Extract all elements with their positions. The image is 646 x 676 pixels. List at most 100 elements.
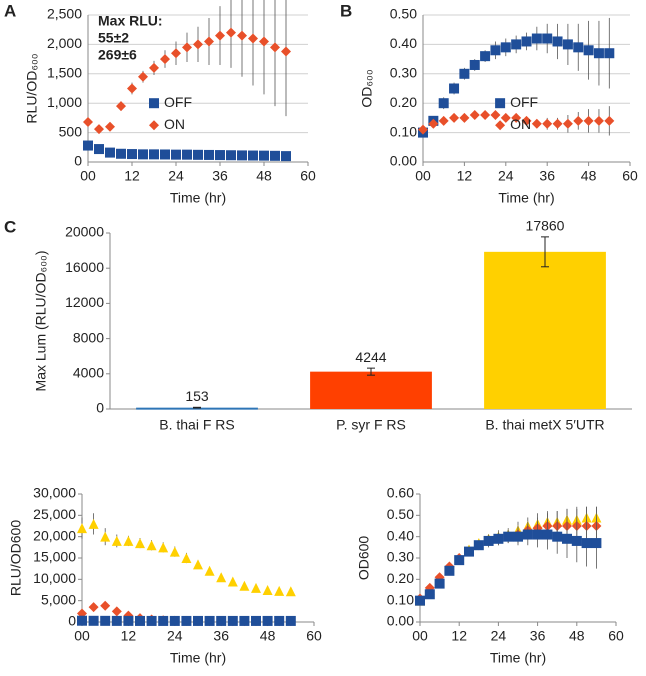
marker [274, 615, 285, 626]
marker [469, 109, 480, 120]
y-tick-label: 500 [59, 123, 83, 139]
marker [583, 115, 594, 126]
x-tick-label: 24 [498, 168, 514, 184]
marker [511, 39, 522, 50]
x-tick-label: 24 [168, 168, 184, 184]
y-tick-label: 0.30 [390, 65, 417, 81]
marker [248, 150, 258, 161]
x-tick-label: 12 [121, 628, 137, 644]
marker [111, 615, 122, 626]
marker [146, 615, 157, 626]
y-tick-label: 1,500 [47, 65, 82, 81]
legend-label: ON [510, 116, 531, 132]
marker [571, 535, 582, 546]
annotation: 269±6 [98, 47, 137, 63]
marker [204, 149, 214, 160]
x-tick-label: 00 [412, 628, 428, 644]
marker [459, 68, 470, 79]
marker [285, 615, 296, 626]
marker [216, 572, 227, 583]
marker [123, 535, 134, 546]
data-label: 17860 [526, 218, 565, 234]
marker [513, 531, 523, 542]
x-tick-label: 36 [539, 168, 555, 184]
x-tick-label: 60 [622, 168, 638, 184]
marker [581, 538, 592, 549]
marker [522, 529, 533, 540]
marker [562, 533, 572, 544]
x-tick-label: 24 [167, 628, 183, 644]
x-tick-label: 00 [415, 168, 431, 184]
marker [239, 580, 250, 591]
marker [593, 115, 604, 126]
annotation: 55±2 [98, 30, 129, 46]
y-axis-title: OD₆₀₀ [359, 69, 375, 107]
marker [251, 615, 261, 626]
marker [169, 615, 180, 626]
marker [88, 615, 99, 626]
marker [149, 62, 159, 73]
marker [542, 33, 553, 44]
marker [227, 615, 238, 626]
marker [459, 112, 470, 123]
marker [444, 565, 455, 576]
x-axis-title: Time (hr) [170, 650, 226, 666]
marker [552, 36, 563, 47]
marker [83, 140, 93, 151]
y-tick-label: 25,000 [33, 506, 76, 522]
marker [552, 118, 563, 129]
x-tick-label: 12 [457, 168, 473, 184]
marker [171, 149, 181, 160]
y-tick-label: 20,000 [33, 527, 76, 543]
y-tick-label: 0.60 [387, 485, 414, 501]
x-tick-label: B. thai F RS [159, 417, 234, 433]
marker [149, 149, 159, 160]
marker [193, 39, 203, 50]
marker [424, 589, 435, 600]
y-tick-label: 0.00 [390, 153, 417, 169]
marker [281, 46, 291, 57]
marker [77, 615, 87, 626]
marker [473, 540, 484, 551]
marker [94, 144, 104, 155]
marker [593, 48, 604, 59]
marker [100, 615, 111, 626]
marker [480, 51, 491, 62]
marker [111, 535, 122, 546]
marker [100, 531, 111, 542]
marker [226, 150, 236, 161]
marker [116, 101, 126, 112]
marker [138, 71, 148, 82]
marker [127, 149, 137, 160]
marker [552, 531, 563, 542]
marker [237, 30, 247, 41]
marker [193, 559, 203, 570]
marker [146, 540, 157, 551]
legend-marker [495, 98, 506, 109]
marker [158, 542, 169, 553]
marker [591, 538, 602, 549]
marker [160, 149, 170, 160]
panel-label: A [4, 1, 16, 20]
marker [418, 124, 428, 135]
panel-label: B [340, 1, 352, 20]
marker [542, 118, 553, 129]
x-tick-label: 24 [491, 628, 507, 644]
marker [116, 148, 126, 159]
legend-marker [149, 120, 159, 131]
marker [215, 150, 225, 161]
marker [259, 150, 269, 161]
marker [464, 546, 474, 557]
y-tick-label: 0.10 [387, 591, 414, 607]
marker [239, 615, 250, 626]
y-tick-label: 0.20 [387, 570, 414, 586]
marker [493, 533, 504, 544]
marker [521, 115, 532, 126]
x-tick-label: 36 [212, 168, 228, 184]
marker [438, 115, 449, 126]
x-tick-label: 48 [581, 168, 597, 184]
marker [226, 27, 236, 38]
marker [532, 529, 543, 540]
bar [136, 407, 258, 410]
